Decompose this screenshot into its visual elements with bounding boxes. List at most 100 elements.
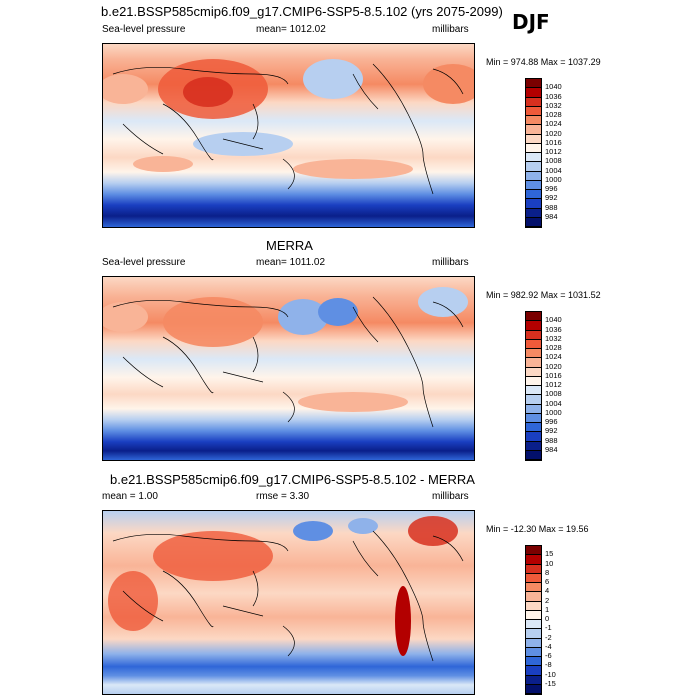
colorbar-tick-label: 1024 <box>545 119 562 129</box>
colorbar-swatch <box>526 367 541 377</box>
colorbar-swatch <box>526 376 541 386</box>
panel-2-map-field <box>103 277 474 460</box>
colorbar-tick-label: 1024 <box>545 352 562 362</box>
colorbar-swatch <box>526 358 541 368</box>
colorbar-swatch <box>526 208 541 218</box>
panel-3-colorbar <box>525 545 542 695</box>
colorbar-tick-label: 8 <box>545 567 550 577</box>
colorbar-swatch <box>526 312 541 322</box>
colorbar-swatch <box>526 647 541 657</box>
colorbar-swatch <box>526 88 541 98</box>
colorbar-swatch <box>526 666 541 676</box>
colorbar-tick-label: 1008 <box>545 389 562 399</box>
panel-1-variable-label: Sea-level pressure <box>102 24 186 35</box>
colorbar-tick-label: 1036 <box>545 324 562 334</box>
coastlines <box>112 296 464 428</box>
colorbar-swatch <box>526 330 541 340</box>
colorbar-tick-label: 992 <box>545 193 558 203</box>
panel-2-mean-label: mean= 1011.02 <box>256 257 326 268</box>
panel-3-map <box>102 510 475 695</box>
colorbar-tick-label: 1016 <box>545 137 562 147</box>
coastlines <box>112 530 464 662</box>
colorbar-tick-label: 1032 <box>545 100 562 110</box>
colorbar-tick-label: -10 <box>545 669 556 679</box>
colorbar-swatch <box>526 564 541 574</box>
colorbar-swatch <box>526 620 541 630</box>
colorbar-swatch <box>526 610 541 620</box>
colorbar-tick-label: -2 <box>545 632 552 642</box>
colorbar-tick-label: 1040 <box>545 82 562 92</box>
colorbar-swatch <box>526 171 541 181</box>
colorbar-swatch <box>526 190 541 200</box>
colorbar-tick-label: 1028 <box>545 343 562 352</box>
colorbar-swatch <box>526 555 541 565</box>
colorbar-swatch <box>526 162 541 172</box>
colorbar-tick-label: 1012 <box>545 147 562 156</box>
panel-2-units-label: millibars <box>432 257 469 268</box>
panel-1-units-label: millibars <box>432 24 469 35</box>
colorbar-tick-label: 6 <box>545 577 550 586</box>
colorbar-swatch <box>526 180 541 190</box>
colorbar-tick-label: 984 <box>545 211 558 221</box>
colorbar-tick-label: -8 <box>545 660 552 670</box>
colorbar-swatch <box>526 629 541 639</box>
panel-2-variable-label: Sea-level pressure <box>102 257 186 268</box>
colorbar-swatch <box>526 125 541 135</box>
colorbar-swatch <box>526 675 541 685</box>
colorbar-swatch <box>526 106 541 116</box>
colorbar-swatch <box>526 450 541 460</box>
colorbar-swatch <box>526 143 541 153</box>
colorbar-swatch <box>526 116 541 126</box>
colorbar-tick-label: 1032 <box>545 333 562 343</box>
colorbar-swatch <box>526 321 541 331</box>
colorbar-swatch <box>526 573 541 583</box>
colorbar-swatch <box>526 349 541 359</box>
colorbar-swatch <box>526 97 541 107</box>
colorbar-swatch <box>526 583 541 593</box>
panel-1-mean-label: mean= 1012.02 <box>256 24 326 35</box>
colorbar-tick-label: 992 <box>545 426 558 436</box>
colorbar-swatch <box>526 339 541 349</box>
panel-2-title: MERRA <box>266 238 313 253</box>
colorbar-swatch <box>526 432 541 442</box>
colorbar-tick-label: 1028 <box>545 110 562 119</box>
colorbar-tick-label: -4 <box>545 641 552 651</box>
panel-1-colorbar <box>525 78 542 228</box>
colorbar-tick-label: 984 <box>545 444 558 454</box>
colorbar-tick-label: -15 <box>545 678 556 688</box>
colorbar-swatch <box>526 423 541 433</box>
colorbar-swatch <box>526 134 541 144</box>
panel-3-map-field <box>103 511 474 694</box>
panel-1-minmax: Min = 974.88 Max = 1037.29 <box>486 57 601 67</box>
colorbar-swatch <box>526 601 541 611</box>
panel-3-mean-label: mean = 1.00 <box>102 491 158 502</box>
coastlines <box>112 63 464 195</box>
colorbar-swatch <box>526 217 541 227</box>
colorbar-tick-label: 996 <box>545 184 558 193</box>
colorbar-tick-label: 1036 <box>545 91 562 101</box>
panel-1-map-field <box>103 44 474 227</box>
colorbar-tick-label: 2 <box>545 595 550 605</box>
colorbar-tick-label: 1 <box>545 604 550 614</box>
colorbar-tick-label: 996 <box>545 417 558 426</box>
panel-3-minmax: Min = -12.30 Max = 19.56 <box>486 524 589 534</box>
colorbar-tick-label: 4 <box>545 586 550 596</box>
panel-1-map <box>102 43 475 228</box>
panel-1-title: b.e21.BSSP585cmip6.f09_g17.CMIP6-SSP5-8.… <box>101 4 503 19</box>
colorbar-swatch <box>526 199 541 209</box>
colorbar-swatch <box>526 657 541 667</box>
colorbar-tick-label: 1016 <box>545 370 562 380</box>
colorbar-tick-label: 1000 <box>545 407 562 417</box>
colorbar-tick-label: 1004 <box>545 398 562 408</box>
panel-2-minmax: Min = 982.92 Max = 1031.52 <box>486 290 601 300</box>
panel-3-title: b.e21.BSSP585cmip6.f09_g17.CMIP6-SSP5-8.… <box>110 472 475 487</box>
colorbar-tick-label: 1008 <box>545 156 562 166</box>
colorbar-tick-label: 15 <box>545 549 554 559</box>
colorbar-swatch <box>526 638 541 648</box>
colorbar-swatch <box>526 153 541 163</box>
colorbar-tick-label: 1020 <box>545 361 562 371</box>
colorbar-tick-label: 0 <box>545 614 550 623</box>
panel-2-map <box>102 276 475 461</box>
colorbar-tick-label: 1040 <box>545 315 562 325</box>
colorbar-swatch <box>526 592 541 602</box>
